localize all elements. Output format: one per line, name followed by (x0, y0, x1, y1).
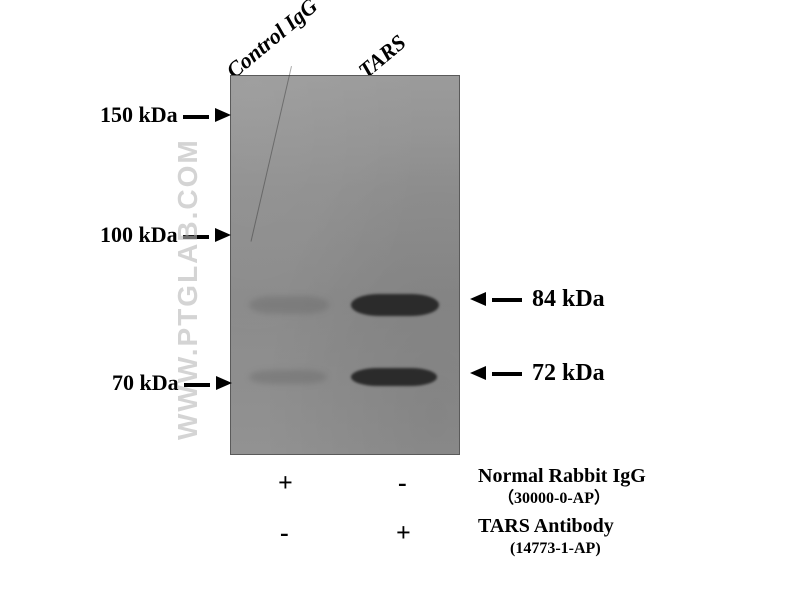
row2-ctrl-symbol: - (280, 518, 289, 548)
arrow-right-icon (215, 228, 231, 242)
band-label-84kda: 84 kDa (470, 286, 605, 313)
row2-reagent-name: TARS Antibody (478, 515, 614, 537)
mw-marker-100kda: 100 kDa (100, 222, 231, 248)
lane-label-control: Control IgG (221, 0, 322, 84)
arrow-right-icon (215, 108, 231, 122)
row2-tars-symbol: + (396, 518, 411, 548)
mw-text-70: 70 kDa (112, 370, 179, 395)
row2-reagent-catalog: (14773-1-AP) (510, 540, 601, 557)
row1-reagent-name: Normal Rabbit IgG (478, 465, 646, 487)
band-tars-72kda (351, 368, 437, 386)
band-ctrl-84-shadow (249, 296, 329, 314)
blot-image (230, 75, 460, 455)
row1-tars-symbol: - (398, 468, 407, 498)
western-blot-figure: Control IgG TARS WWW.PTGLAB.COM 150 kDa … (0, 0, 800, 600)
band-tars-84kda (351, 294, 439, 316)
band-ctrl-72-shadow (249, 370, 327, 384)
row1-reagent-catalog: （30000-0-AP） (498, 490, 610, 507)
arrow-line (492, 372, 522, 376)
film-artifact-line (231, 76, 459, 454)
mw-text-150: 150 kDa (100, 102, 178, 127)
row1-ctrl-symbol: + (278, 468, 293, 498)
band-label-72kda: 72 kDa (470, 360, 605, 387)
band-label-72-text: 72 kDa (532, 360, 605, 386)
arrow-left-icon (470, 292, 486, 306)
mw-text-100: 100 kDa (100, 222, 178, 247)
row2-reagent-label: TARS Antibody (14773-1-AP) (478, 516, 614, 558)
arrow-line (183, 115, 209, 119)
mw-marker-150kda: 150 kDa (100, 102, 231, 128)
band-label-84-text: 84 kDa (532, 286, 605, 312)
row1-reagent-label: Normal Rabbit IgG （30000-0-AP） (478, 466, 646, 508)
arrow-line (492, 298, 522, 302)
arrow-right-icon (216, 376, 232, 390)
watermark-text: WWW.PTGLAB.COM (172, 138, 204, 440)
arrow-left-icon (470, 366, 486, 380)
